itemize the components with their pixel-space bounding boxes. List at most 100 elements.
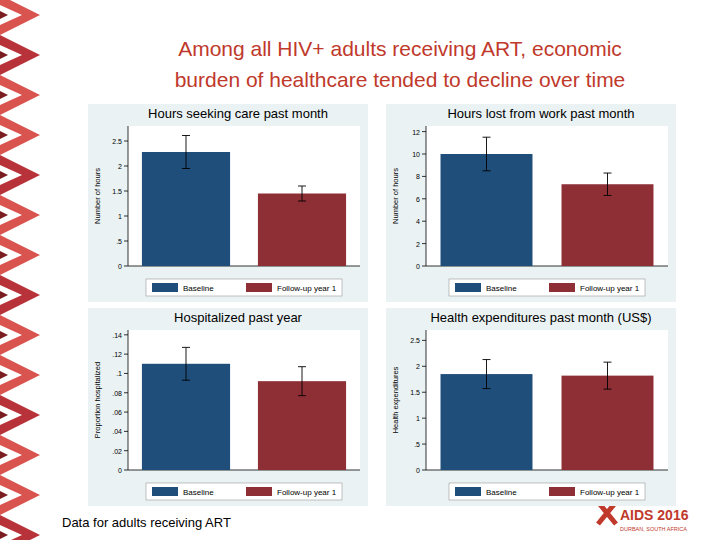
y-tick-label: 4 [416,218,420,225]
y-tick-label: 12 [412,129,420,136]
error-cap [182,380,190,381]
chart-title: Health expenditures past month (US$) [430,310,651,325]
panel-bg [88,104,368,302]
chevron [0,315,40,355]
bar [258,194,346,267]
marks [441,360,654,470]
y-axis [128,330,129,470]
slide-title: burden of healthcare tended to decline o… [175,68,626,91]
y-axis-label: Proportion hospitalized [93,362,102,438]
bar [142,152,230,266]
bar [441,374,533,470]
chevron-tip [0,371,8,379]
y-tick [124,450,128,451]
error-bar [483,137,491,171]
y-tick [422,176,426,177]
chart-title: Hospitalized past year [174,310,303,325]
chevron [0,155,40,195]
footnote: Data for adults receiving ART [62,515,231,530]
y-tick-label: .1 [116,370,122,377]
y-axis-label: Number of hours [391,168,400,224]
y-tick [124,141,128,142]
legend-swatch [455,283,481,292]
y-tick-label: .12 [112,351,122,358]
legend-label: Baseline [486,488,517,497]
y-tick-label: 1.5 [112,188,122,195]
y-tick-label: 2.5 [410,337,420,344]
legend-swatch [246,487,272,496]
chevron-tip [0,531,8,539]
y-tick-label: 8 [416,173,420,180]
plot-area [128,126,360,266]
logo: AIDS 2016DURBAN, SOUTH AFRICA [598,502,689,532]
decoration [0,0,44,540]
chevron-tip [0,291,8,299]
legend-box [449,279,645,296]
y-tick-label: .04 [112,428,122,435]
error-cap [604,173,612,174]
legend: BaselineFollow-up year 1 [146,483,342,500]
y-tick [422,198,426,199]
slide: Among all HIV+ adults receiving ART, eco… [0,0,720,540]
chevron [0,435,40,475]
y-tick [124,191,128,192]
y-tick [422,154,426,155]
y-tick-label: .5 [414,441,420,448]
chevron [0,35,40,75]
legend-label: Follow-up year 1 [580,284,640,293]
chevron-tip [0,491,8,499]
bar [441,154,533,266]
plot-area [426,126,668,266]
y-tick [124,412,128,413]
y-tick-label: 2 [416,241,420,248]
error-cap [483,137,491,138]
y-tick-label: 6 [416,196,420,203]
y-tick [124,470,128,471]
y-tick [422,392,426,393]
y-axis [128,126,129,266]
y-tick-label: .5 [116,238,122,245]
error-cap [483,388,491,389]
y-tick-label: 1 [118,213,122,220]
y-axis [426,126,427,266]
error-bar [182,136,190,169]
bar [562,184,654,266]
y-tick [422,266,426,267]
legend-swatch [455,487,481,496]
chevron-tip [0,91,8,99]
error-line [302,186,303,201]
y-tick-label: 2.5 [112,138,122,145]
y-tick-label: 0 [118,263,122,270]
y-tick [124,216,128,217]
chevron [0,395,40,435]
legend: BaselineFollow-up year 1 [146,279,342,296]
y-axis [426,330,427,470]
border-bg [0,0,44,540]
error-cap [182,135,190,136]
chevron-tip [0,451,8,459]
chevron [0,355,40,395]
y-tick-label: 10 [412,151,420,158]
legend-label: Follow-up year 1 [580,488,640,497]
chart-panel: Hours seeking care past month0.511.522.5… [88,104,368,302]
error-bar [298,367,306,396]
legend-box [449,483,645,500]
y-tick-label: 1.5 [410,389,420,396]
chevron-tip [0,251,8,259]
y-tick-label: .14 [112,332,122,339]
panel-bg [88,308,368,506]
legend-label: Baseline [183,284,214,293]
chevron [0,115,40,155]
error-bar [483,360,491,389]
chevron [0,235,40,275]
chart-panel: Health expenditures past month (US$)0.51… [386,308,676,506]
chevron-tip [0,131,8,139]
y-tick [124,354,128,355]
error-cap [604,389,612,390]
legend-swatch [549,283,575,292]
legend: BaselineFollow-up year 1 [449,279,645,296]
error-bar [298,186,306,201]
error-bar [604,173,612,195]
error-cap [298,395,306,396]
error-cap [483,170,491,171]
